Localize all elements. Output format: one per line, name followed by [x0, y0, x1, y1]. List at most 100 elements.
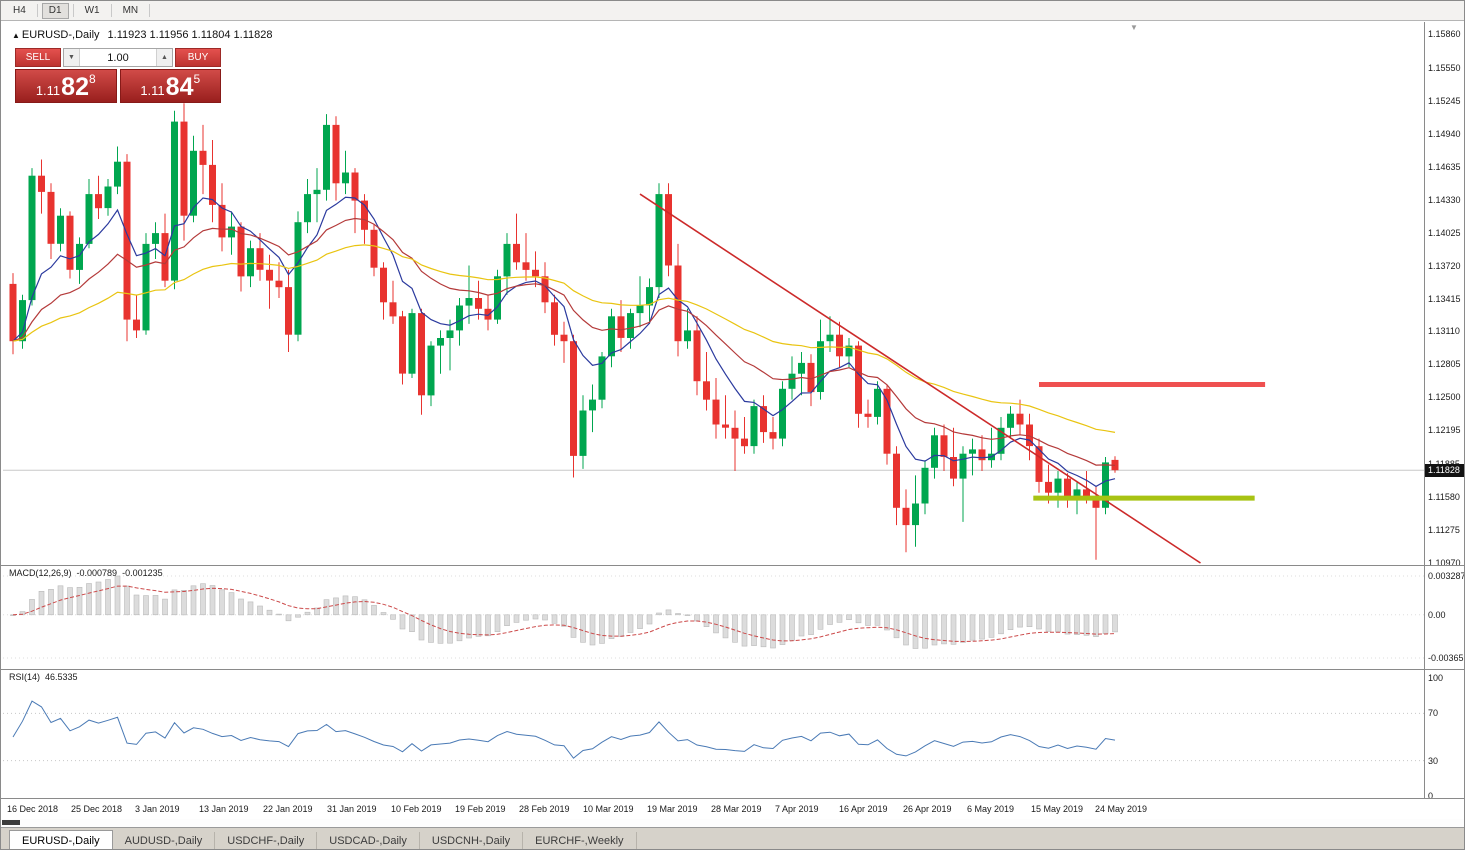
horizontal-scrollbar-thumb[interactable] — [2, 820, 20, 825]
macd-main-value: -0.000789 — [76, 568, 118, 578]
toolbar-divider — [72, 4, 74, 17]
ohlc-values: 1.11923 1.11956 1.11804 1.11828 — [107, 29, 273, 41]
symbol-label: EURUSD-,Daily — [21, 29, 100, 41]
date-axis-label: 28 Feb 2019 — [519, 804, 570, 814]
price-axis-tick: 1.13110 — [1428, 326, 1460, 336]
timeframe-button-h4[interactable]: H4 — [6, 3, 33, 19]
horizontal-scrollbar — [1, 819, 1464, 827]
price-axis[interactable]: 1.11828 1.15860 1.15550 1.15245 1.14940 1.14… — [1424, 22, 1465, 801]
macd-name: MACD(12,26,9) — [9, 568, 72, 578]
chart-tabs-bar: EURUSD-,Daily AUDUSD-,Daily USDCHF-,Daily U… — [1, 827, 1464, 849]
main-chart-panel: ▲ EURUSD-,Daily 1.11923 1.11956 1.11804 1.… — [3, 22, 1424, 565]
macd-axis-tick: 0.00 — [1428, 610, 1446, 620]
macd-signal-value: -0.001235 — [122, 568, 163, 578]
macd-axis-tick: 0.003287 — [1428, 571, 1465, 581]
chart-tab-5[interactable]: EURCHF-,Weekly — [523, 832, 637, 849]
macd-chart[interactable] — [3, 566, 1424, 669]
slow-ma-line[interactable] — [12, 244, 1116, 433]
date-axis-label: 15 May 2019 — [1031, 804, 1084, 814]
price-axis-tick: 1.15245 — [1428, 96, 1461, 106]
date-axis-label: 10 Feb 2019 — [391, 804, 442, 814]
macd-histogram — [10, 575, 1118, 649]
price-axis-tick: 1.11275 — [1428, 525, 1460, 535]
price-axis-tick: 1.13720 — [1428, 261, 1461, 271]
buy-price-prefix: 1.11 — [140, 83, 165, 98]
chart-tab-4[interactable]: USDCNH-,Daily — [420, 832, 524, 849]
volume-increase-button[interactable]: ▲ — [156, 49, 172, 66]
price-axis-tick: 1.10970 — [1428, 558, 1461, 568]
toolbar-divider — [110, 4, 112, 17]
date-axis-label: 24 May 2019 — [1095, 804, 1148, 814]
panel-separator[interactable] — [1, 565, 1464, 566]
candlestick-chart[interactable] — [3, 22, 1424, 565]
price-axis-tick: 1.14940 — [1428, 129, 1461, 139]
chart-tab-0[interactable]: EURUSD-,Daily — [9, 830, 113, 849]
date-axis-label: 26 Apr 2019 — [903, 804, 952, 814]
date-axis-label: 13 Jan 2019 — [199, 804, 249, 814]
sell-price-big-digits: 82 — [61, 73, 89, 101]
price-direction-up-icon: ▲ — [12, 31, 20, 40]
panel-separator — [1, 798, 1464, 799]
date-axis-label: 25 Dec 2018 — [71, 804, 123, 814]
chart-tab-2[interactable]: USDCHF-,Daily — [215, 832, 318, 849]
rsi-axis-tick: 100 — [1428, 673, 1444, 683]
rsi-value: 46.5335 — [45, 672, 78, 682]
descending-trendline[interactable] — [639, 193, 1201, 564]
macd-axis-tick: -0.003659 — [1428, 653, 1465, 663]
timeframe-toolbar: H4 D1 W1 MN — [1, 1, 1464, 21]
volume-decrease-button[interactable]: ▼ — [64, 49, 80, 66]
volume-control: ▼ ▲ — [63, 48, 173, 67]
date-axis-label: 28 Mar 2019 — [711, 804, 762, 814]
date-axis-label: 6 May 2019 — [967, 804, 1015, 814]
rsi-indicator-panel: RSI(14) 46.5335 — [3, 670, 1424, 798]
macd-label: MACD(12,26,9) -0.000789 -0.001235 — [9, 568, 168, 578]
toolbar-divider — [149, 4, 151, 17]
rsi-line — [12, 700, 1116, 759]
timeframe-button-w1[interactable]: W1 — [78, 3, 107, 19]
buy-price-display[interactable]: 1.11 84 5 — [119, 69, 221, 103]
sell-button[interactable]: SELL — [15, 48, 61, 67]
chart-tab-3[interactable]: USDCAD-,Daily — [317, 832, 420, 849]
date-axis-label: 22 Jan 2019 — [263, 804, 313, 814]
fast-ma-line[interactable] — [12, 196, 1116, 488]
sell-price-prefix: 1.11 — [35, 83, 61, 98]
date-axis-label: 19 Mar 2019 — [647, 804, 698, 814]
price-axis-tick: 1.15550 — [1428, 63, 1461, 73]
chart-shift-marker-icon: ▼ — [1130, 23, 1138, 32]
date-axis-label: 7 Apr 2019 — [775, 804, 819, 814]
date-axis-label: 3 Jan 2019 — [135, 804, 180, 814]
price-axis-tick: 1.15860 — [1428, 29, 1461, 39]
price-axis-tick: 1.12500 — [1428, 392, 1461, 402]
price-axis-tick: 1.11580 — [1428, 492, 1460, 502]
panel-separator[interactable] — [1, 669, 1464, 670]
buy-price-big-digits: 84 — [165, 73, 194, 101]
buy-price-pipette: 5 — [193, 72, 201, 86]
sell-price-pipette: 8 — [88, 72, 96, 86]
macd-signal-line — [12, 585, 1116, 643]
chart-title: ▲ EURUSD-,Daily 1.11923 1.11956 1.11804 1.… — [12, 29, 273, 41]
time-axis[interactable]: 16 Dec 2018 25 Dec 2018 3 Jan 2019 13 Jan 2… — [1, 799, 1464, 819]
price-axis-tick: 1.14330 — [1428, 195, 1461, 205]
rsi-axis-tick: 0 — [1428, 791, 1434, 801]
medium-ma-line[interactable] — [12, 217, 1116, 466]
candles — [9, 103, 1119, 560]
macd-indicator-panel: MACD(12,26,9) -0.000789 -0.001235 — [3, 566, 1424, 669]
volume-input[interactable] — [80, 49, 156, 66]
current-price-tag: 1.11828 — [1425, 464, 1464, 477]
date-axis-label: 16 Apr 2019 — [839, 804, 888, 814]
toolbar-divider — [36, 4, 38, 17]
price-axis-tick: 1.13415 — [1428, 294, 1461, 304]
buy-button[interactable]: BUY — [175, 48, 221, 67]
rsi-label: RSI(14) 46.5335 — [9, 672, 83, 682]
rsi-axis-tick: 70 — [1428, 708, 1439, 718]
chart-tab-1[interactable]: AUDUSD-,Daily — [113, 832, 216, 849]
date-axis-label: 19 Feb 2019 — [455, 804, 506, 814]
price-axis-tick: 1.14025 — [1428, 228, 1461, 238]
timeframe-button-d1[interactable]: D1 — [41, 2, 69, 19]
rsi-chart[interactable] — [3, 670, 1424, 798]
timeframe-button-mn[interactable]: MN — [116, 3, 146, 19]
sell-price-display[interactable]: 1.11 82 8 — [15, 69, 117, 103]
price-axis-tick: 1.14635 — [1428, 162, 1461, 172]
